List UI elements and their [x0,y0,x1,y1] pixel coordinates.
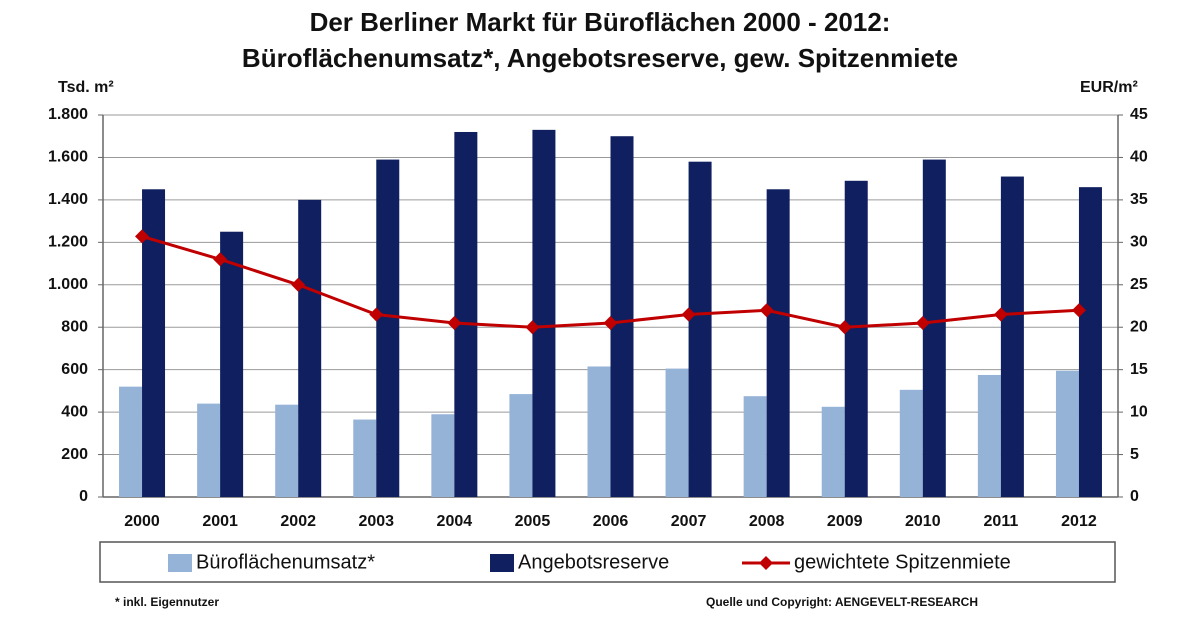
y2-tick-label: 35 [1130,191,1148,208]
y-tick-label: 800 [61,318,88,335]
bar [275,404,299,497]
line-marker [993,307,1008,322]
bar [610,136,634,497]
x-tick-label: 2005 [515,513,551,530]
legend-swatch [168,554,192,572]
line-marker [915,315,930,330]
bar [665,368,689,497]
legend-swatch [490,554,514,572]
x-tick-label: 2010 [905,513,941,530]
bar [431,414,455,497]
line-marker [447,315,462,330]
y-tick-label: 200 [61,446,88,463]
line-marker [213,252,228,267]
x-tick-label: 2000 [124,513,160,530]
bar [353,419,377,497]
bar [454,131,478,497]
bar [220,231,244,497]
y2-tick-label: 30 [1130,234,1148,251]
x-tick-label: 2012 [1061,513,1097,530]
y-tick-label: 600 [61,361,88,378]
y-tick-label: 1.600 [48,149,88,166]
bar [509,394,533,497]
bar [142,189,166,497]
y-tick-label: 0 [79,488,88,505]
line-marker [681,307,696,322]
bar [1078,187,1102,497]
x-tick-label: 2007 [671,513,707,530]
bar [899,389,923,497]
y2-tick-label: 45 [1130,106,1148,123]
y2-tick-label: 5 [1130,446,1139,463]
line-marker [759,303,774,318]
x-tick-label: 2003 [358,513,394,530]
legend-swatch [759,556,773,570]
x-tick-label: 2011 [984,513,1019,530]
bar [119,386,143,497]
line-marker [291,277,306,292]
y2-tick-label: 10 [1130,403,1148,420]
legend-label: Angebotsreserve [518,551,669,573]
chart-subtitle: Büroflächenumsatz*, Angebotsreserve, gew… [242,43,958,73]
x-tick-label: 2001 [202,513,238,530]
bar [532,129,556,497]
bar [376,159,400,498]
bar [977,374,1001,497]
y-axis-label: Tsd. m² [58,79,114,96]
y-tick-label: 1.400 [48,191,88,208]
y-tick-label: 1.200 [48,234,88,251]
line-marker [525,320,540,335]
footnote: * inkl. Eigennutzer [115,595,219,609]
line-marker [837,320,852,335]
bar [743,396,767,497]
y2-tick-label: 15 [1130,361,1148,378]
y-tick-label: 1.000 [48,276,88,293]
chart-title: Der Berliner Markt für Büroflächen 2000 … [310,7,891,37]
line-marker [369,307,384,322]
x-tick-label: 2008 [749,513,785,530]
bar [197,403,221,497]
y2-tick-label: 20 [1130,318,1148,335]
y-tick-label: 400 [61,403,88,420]
bar [688,161,712,497]
source: Quelle und Copyright: AENGEVELT-RESEARCH [706,595,978,609]
bar [844,180,868,498]
bar [298,199,322,497]
bar [587,366,611,497]
legend-box [99,541,1116,583]
bar [1000,176,1024,498]
y-tick-label: 1.800 [48,106,88,123]
bar [821,406,845,497]
line-marker [135,229,150,244]
x-tick-label: 2009 [827,513,863,530]
y2-tick-label: 0 [1130,488,1139,505]
x-tick-label: 2002 [280,513,316,530]
x-tick-label: 2006 [593,513,629,530]
x-tick-label: 2004 [437,513,473,530]
line-marker [1071,303,1086,318]
y2-tick-label: 40 [1130,149,1148,166]
legend-label: Büroflächenumsatz* [196,551,375,573]
bar [1055,370,1079,497]
legend-label: gewichtete Spitzenmiete [794,551,1011,573]
y2-tick-label: 25 [1130,276,1148,293]
bar [922,159,946,498]
y2-axis-label: EUR/m² [1080,79,1138,96]
line-marker [603,315,618,330]
bar [766,189,790,497]
